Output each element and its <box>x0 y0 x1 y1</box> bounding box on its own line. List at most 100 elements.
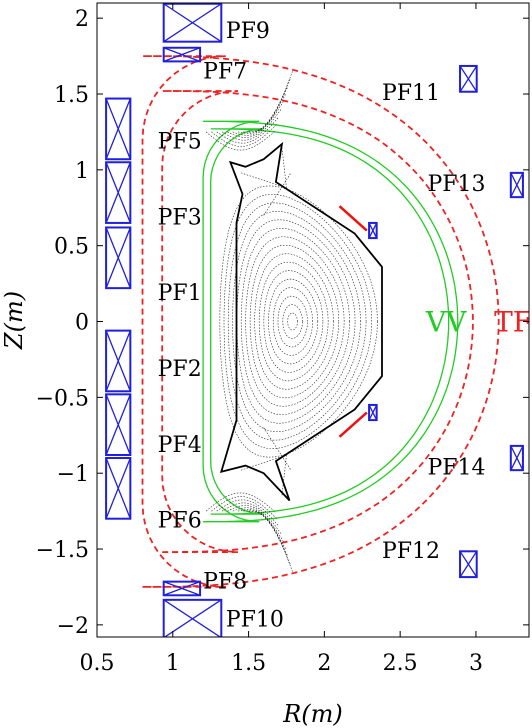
coil-pf6-diag <box>105 457 131 519</box>
coil-label-pf5: PF5 <box>158 130 202 155</box>
passive-coil-1 <box>368 221 378 240</box>
divertor-flux-line <box>211 124 277 147</box>
flux-surface <box>232 210 361 433</box>
coil-label-pf8: PF8 <box>203 569 247 594</box>
coil-pf3-box <box>105 161 132 224</box>
coil-pf6 <box>105 457 132 520</box>
vacuum-vessel-outer <box>202 120 459 523</box>
flux-surface <box>249 244 340 399</box>
coil-pf12-box <box>459 550 478 579</box>
y-tick-label: −2 <box>57 614 89 639</box>
limiter-lower <box>338 411 368 438</box>
coil-label-pf7: PF7 <box>203 60 247 85</box>
flux-surface <box>282 304 303 339</box>
y-tick-label: 0.5 <box>54 235 89 260</box>
coil-label-pf10: PF10 <box>226 607 284 632</box>
flux-surface <box>219 185 378 458</box>
coil-label-pf4: PF4 <box>158 433 202 458</box>
flux-surface <box>258 261 329 382</box>
x-tick-label: 3 <box>469 651 483 676</box>
coil-pf10 <box>162 598 223 637</box>
divertor-flux-line <box>216 116 280 144</box>
coil-pf9 <box>162 3 223 43</box>
coil-pf2-box <box>105 329 132 393</box>
coil-pf7-diag <box>163 47 201 63</box>
coil-pf7 <box>162 46 202 63</box>
y-tick-label: −0.5 <box>36 386 89 411</box>
y-tick-label: −1 <box>57 462 89 487</box>
coil-pf11-diag <box>459 65 478 93</box>
coil-label-pf14: PF14 <box>427 456 485 481</box>
divertor-flux-line <box>248 510 293 572</box>
separatrix-leg <box>240 147 287 189</box>
passive-coil-2-diag <box>368 404 378 421</box>
coil-pf8 <box>162 580 202 597</box>
x-tick-label: 1 <box>166 651 180 676</box>
coil-pf8-box <box>162 580 202 597</box>
coil-pf3-diag <box>105 162 131 224</box>
coil-label-pf6: PF6 <box>158 509 202 534</box>
coil-label-pf11: PF11 <box>382 81 440 106</box>
coil-pf13 <box>509 171 524 199</box>
flux-surface <box>272 287 313 356</box>
passive-coil-2 <box>368 403 378 422</box>
vacuum-vessel-inner <box>210 128 450 515</box>
first-wall <box>219 141 383 502</box>
flux-surface <box>254 253 334 390</box>
y-tick-label: −1.5 <box>36 538 89 563</box>
coil-pf1 <box>105 226 132 290</box>
passive-coil-2-box <box>368 403 378 422</box>
divertor-flux-line <box>232 93 286 136</box>
divertor-flux-line <box>232 507 286 550</box>
passive-coil-1-diag <box>368 222 378 239</box>
coil-label-pf12: PF12 <box>382 539 440 564</box>
x-tick-label: 1.5 <box>231 651 266 676</box>
flux-surface <box>263 270 324 373</box>
flux-surface <box>223 193 373 450</box>
coil-pf12 <box>459 550 478 579</box>
divertor-flux-line <box>227 101 284 138</box>
coil-pf5-box <box>105 97 132 161</box>
flux-surface <box>245 236 345 407</box>
plot-area: PF9 PF7 PF11 PF5 PF13 PF3 PF1 PF2 PF4 PF14 PF6 PF12… <box>105 3 529 637</box>
x-tick-label: 2.5 <box>383 651 418 676</box>
divertor-flux-line <box>211 496 277 519</box>
coil-pf2-diag <box>105 330 131 392</box>
separatrix-leg <box>263 427 292 471</box>
coil-pf14-box <box>509 444 524 472</box>
divertor-flux-line <box>227 505 284 542</box>
y-tick-label: 2 <box>75 7 89 32</box>
vv-label: VV <box>425 306 467 339</box>
divertor-flux-line <box>216 499 280 527</box>
divertor-flux-line <box>221 502 282 535</box>
coil-pf13-box <box>509 171 524 199</box>
divertor-flux-line <box>205 131 275 151</box>
flux-surface <box>287 312 298 331</box>
coil-pf6-box <box>105 457 132 520</box>
coil-pf2 <box>105 329 132 393</box>
axes-frame <box>96 2 530 638</box>
coil-pf4-box <box>105 393 132 456</box>
flux-surface <box>236 219 356 424</box>
coil-pf11-box <box>459 64 478 93</box>
x-axis-label: R(m) <box>282 700 343 728</box>
coil-pf1-box <box>105 226 132 290</box>
coil-pf14-diag <box>510 445 524 471</box>
coil-pf9-diag <box>163 3 222 43</box>
x-tick-label: 2 <box>317 651 331 676</box>
coil-label-pf2: PF2 <box>158 357 202 382</box>
coil-pf4 <box>105 393 132 456</box>
y-axis-label: Z(m) <box>0 291 28 350</box>
coil-pf7-box <box>162 46 202 63</box>
flux-surface <box>277 295 308 348</box>
coil-pf13-diag <box>510 172 524 198</box>
coil-label-pf13: PF13 <box>427 172 485 197</box>
coil-label-pf3: PF3 <box>158 205 202 230</box>
coil-pf1-diag <box>105 227 131 289</box>
limiter-upper <box>338 205 368 232</box>
coil-pf12-diag <box>459 550 478 578</box>
coil-pf3 <box>105 161 132 224</box>
coil-pf5-diag <box>105 98 131 160</box>
